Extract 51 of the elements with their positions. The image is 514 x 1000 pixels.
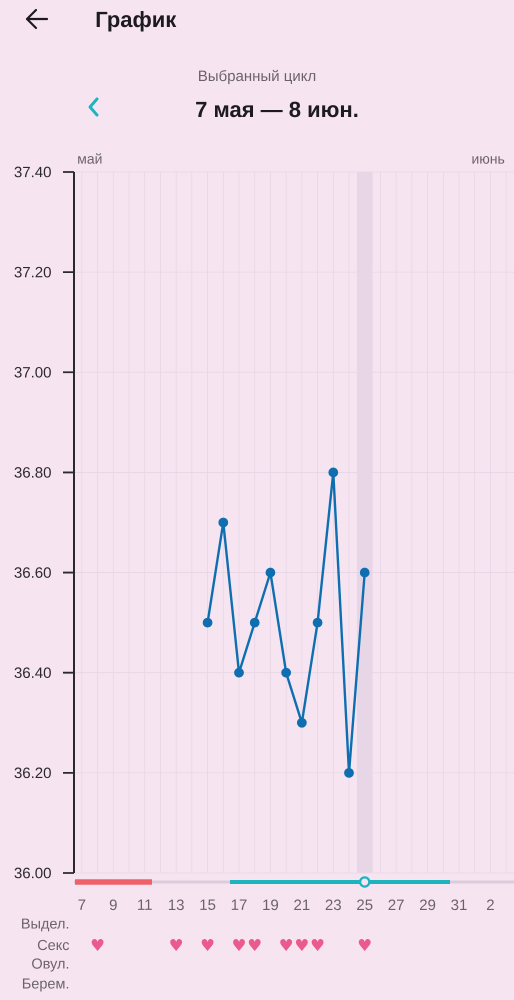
x-tick-label: 15 (200, 900, 216, 910)
point (250, 618, 260, 628)
x-tick-label: 29 (420, 900, 436, 910)
y-tick-label: 36.80 (14, 467, 51, 478)
text: ♥ (170, 938, 182, 951)
y-tick-label: 37.40 (14, 166, 51, 178)
point (328, 468, 338, 478)
x-tick-label: 21 (294, 900, 310, 910)
y-tick-label: Берем. (22, 978, 68, 992)
point (312, 618, 322, 628)
y-tick-label: Выдел. (22, 918, 68, 932)
text: 7 мая — 8 июн. (196, 102, 358, 118)
y-tick-label: 36.60 (14, 567, 51, 578)
x-tick-label: 27 (388, 900, 404, 910)
y-tick-label: 37.20 (14, 266, 51, 278)
text: июнь (472, 156, 504, 164)
x-tick-label: 9 (110, 900, 117, 910)
point (360, 568, 370, 578)
point (344, 768, 354, 778)
text: ♥ (92, 938, 104, 951)
text: ♥ (248, 938, 261, 951)
point (296, 718, 307, 728)
point (281, 668, 292, 678)
x-tick-label: 31 (451, 900, 467, 910)
text: ♥ (312, 938, 324, 951)
x-tick-label: 19 (263, 900, 278, 910)
x-tick-label: 23 (326, 900, 341, 910)
x-tick-label: 2 (487, 900, 494, 910)
x-tick-label: 25 (357, 900, 372, 910)
y-tick-label: 36.40 (14, 667, 51, 678)
y-tick-label: 37.00 (14, 366, 51, 378)
chart-subtitle: Выбранный цикл (199, 70, 316, 84)
point (218, 518, 228, 528)
text: ♥ (233, 938, 245, 951)
point (202, 618, 212, 628)
x-tick-label: 17 (232, 900, 247, 910)
text: ♥ (280, 938, 292, 951)
x-tick-label: 11 (138, 900, 152, 910)
text: ♥ (202, 938, 214, 951)
text: ♥ (296, 938, 308, 951)
chart-title: График (96, 11, 176, 32)
y-tick-label: 36.00 (14, 868, 51, 878)
y-tick-label: Секс (38, 940, 70, 950)
y-tick-label: Овул. (32, 958, 68, 972)
point (266, 568, 276, 578)
x-tick-label: 7 (78, 900, 86, 910)
x-tick-label: 13 (168, 900, 184, 910)
text: май (78, 153, 102, 164)
point (234, 668, 244, 678)
text: ♥ (358, 938, 371, 951)
y-tick-label: 36.20 (14, 768, 51, 778)
